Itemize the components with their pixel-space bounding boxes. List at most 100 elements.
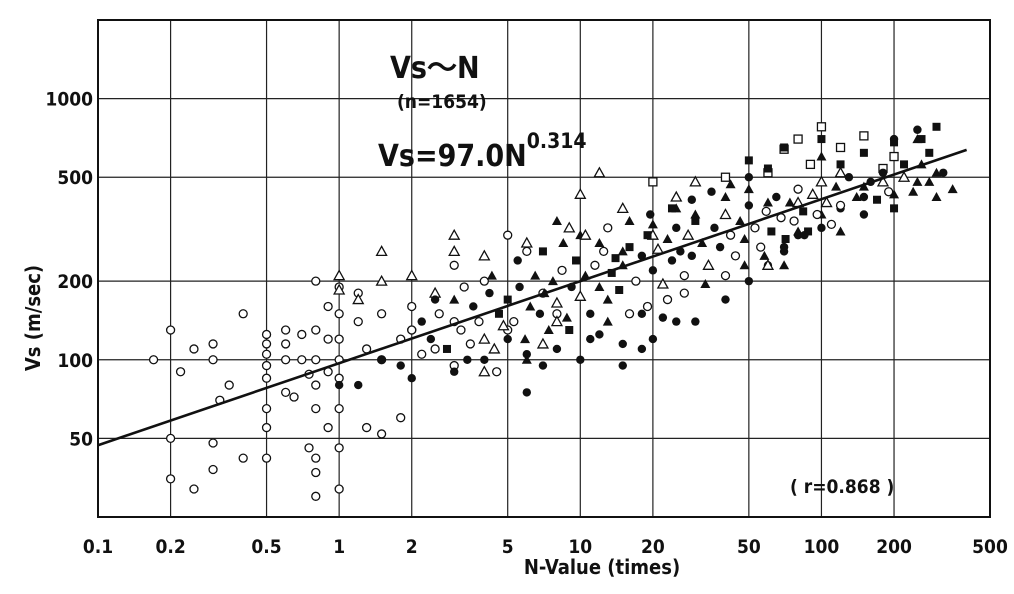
data-point-cluster (602, 294, 613, 304)
data-point-filled-triangle (858, 181, 869, 191)
y-tick-label: 100 (57, 350, 93, 372)
data-point-cluster (720, 270, 731, 281)
series-open-triangle (333, 166, 890, 377)
data-point-cluster (494, 309, 503, 318)
data-point-filled-square (925, 148, 934, 157)
x-tick-label: 100 (804, 536, 840, 558)
data-point-open-circle (280, 325, 291, 335)
data-point-filled-circle (334, 380, 344, 390)
tick-labels: 0.1 0.2 0.5 1 2 5 10 20 50 100 200 500 50 100 200 500 10… (45, 89, 1008, 558)
data-point-filled-square (859, 148, 868, 157)
data-point-cluster (602, 316, 613, 326)
data-point-open-circle (430, 344, 440, 354)
data-point-filled-circle (480, 355, 489, 364)
data-point-cluster (831, 181, 842, 191)
data-point-filled-circle (552, 344, 562, 354)
data-point-cluster (756, 242, 766, 252)
data-point-filled-circle (576, 355, 585, 364)
data-point-cluster (474, 316, 484, 327)
data-point-cluster (931, 192, 942, 202)
data-point-cluster (725, 179, 736, 189)
data-point-open-circle (361, 422, 372, 433)
data-point-cluster (873, 195, 882, 204)
data-point-cluster (735, 215, 746, 225)
data-point-filled-circle (450, 367, 459, 376)
data-point-open-circle (311, 453, 321, 463)
data-point-cluster (924, 176, 935, 186)
data-point-open-circle (261, 453, 272, 463)
data-point-open-circle (208, 339, 218, 349)
data-point-cluster (662, 234, 673, 244)
data-point-open-triangle (478, 249, 491, 261)
data-point-open-circle (297, 329, 307, 340)
data-point-open-square (889, 151, 899, 162)
data-point-cluster (478, 332, 491, 344)
data-point-cluster (426, 334, 436, 344)
data-point-open-triangle (478, 365, 491, 377)
data-point-open-circle (280, 387, 291, 398)
data-point-cluster (561, 312, 572, 322)
y-tick-label: 1000 (45, 89, 93, 111)
data-point-filled-triangle (816, 151, 827, 161)
data-point-cluster (767, 227, 776, 236)
chart-title: Vs〜N (390, 51, 480, 86)
data-point-cluster (407, 325, 417, 335)
data-point-cluster (430, 295, 440, 304)
data-point-filled-triangle (931, 167, 942, 177)
data-point-cluster (558, 237, 569, 247)
data-point-cluster (637, 251, 647, 261)
data-point-cluster (763, 164, 772, 173)
data-point-cluster (488, 342, 501, 354)
data-point-open-circle (311, 491, 321, 501)
data-point-open-circle (353, 316, 363, 327)
data-point-open-triangle (333, 283, 346, 295)
data-point-cluster (624, 309, 635, 319)
x-tick-label: 5 (502, 536, 514, 558)
data-point-cluster (676, 247, 685, 256)
data-point-cluster (497, 319, 510, 331)
data-point-filled-triangle (793, 226, 804, 236)
data-point-open-circle (224, 380, 234, 390)
data-point-open-circle (261, 422, 272, 433)
data-point-open-triangle (333, 269, 346, 281)
data-point-filled-circle (672, 317, 681, 326)
data-point-cluster (565, 326, 574, 335)
data-point-filled-circle (522, 350, 531, 359)
data-point-cluster (820, 196, 833, 208)
data-point-open-circle (280, 339, 291, 349)
data-point-cluster (700, 279, 711, 289)
y-axis-label: Vs (m/sec) (21, 265, 45, 371)
data-point-cluster (772, 192, 781, 202)
data-point-cluster (939, 168, 948, 177)
data-point-open-circle (376, 309, 387, 319)
data-point-open-triangle (761, 258, 775, 270)
data-point-open-triangle (375, 274, 388, 286)
data-point-cluster (611, 254, 620, 263)
y-tick-label: 50 (69, 428, 93, 450)
data-point-cluster (789, 216, 799, 226)
data-point-cluster (586, 334, 595, 344)
data-point-filled-circle (744, 276, 754, 286)
data-point-open-circle (334, 403, 344, 414)
data-point-cluster (761, 206, 771, 217)
data-point-open-triangle (876, 175, 890, 187)
data-point-open-circle (238, 309, 248, 319)
data-point-open-triangle (834, 166, 847, 178)
x-tick-label: 500 (972, 536, 1008, 558)
data-point-cluster (759, 250, 770, 260)
data-point-cluster (779, 242, 789, 252)
data-point-cluster (784, 197, 795, 207)
data-point-open-circle (289, 392, 299, 402)
x-tick-label: 1 (333, 536, 345, 558)
data-point-open-circle (261, 373, 272, 383)
data-point-cluster (730, 251, 741, 261)
data-point-filled-circle (595, 330, 604, 339)
data-point-cluster (687, 251, 697, 261)
data-point-open-circle (323, 334, 333, 344)
data-point-cluster (672, 223, 681, 233)
data-point-cluster (550, 296, 564, 308)
data-point-cluster (547, 276, 558, 286)
data-point-cluster (682, 228, 695, 240)
data-point-cluster (615, 285, 624, 294)
data-point-open-circle (417, 349, 427, 359)
